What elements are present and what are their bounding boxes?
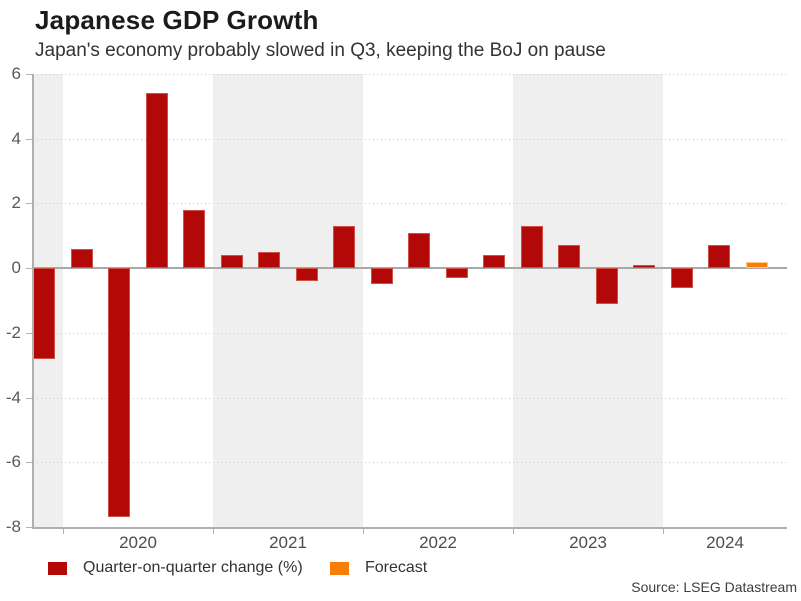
- bar-2023-Q4: [633, 264, 656, 269]
- y-tick-label-2: 2: [11, 193, 21, 213]
- gridline--6: [33, 462, 787, 464]
- chart-subtitle: Japan's economy probably slowed in Q3, k…: [35, 40, 606, 61]
- bar-2022-Q1: [370, 268, 393, 285]
- y-tick-mark-4: [26, 138, 33, 140]
- legend-swatch-forecast: [330, 561, 349, 575]
- y-tick-mark--8: [26, 527, 33, 528]
- year-band-2023: [513, 74, 663, 527]
- bar-2020-Q4: [183, 209, 206, 269]
- bar-2019-Q4: [33, 268, 56, 359]
- y-tick-mark-2: [26, 203, 33, 205]
- legend-label-quarterly-change: Quarter-on-quarter change (%): [83, 559, 303, 576]
- y-tick-mark--6: [26, 462, 33, 464]
- y-tick-label--6: -6: [5, 452, 21, 472]
- x-tick-mark-2022: [363, 528, 364, 534]
- gridline-4: [33, 138, 787, 140]
- x-axis-line: [32, 527, 787, 529]
- legend-item-quarterly-change: Quarter-on-quarter change (%): [48, 559, 303, 576]
- x-tick-mark-2023: [513, 528, 514, 534]
- legend-label-forecast: Forecast: [365, 559, 428, 576]
- gridline--2: [33, 332, 787, 334]
- x-tick-label-2024: 2024: [706, 533, 744, 552]
- bar-2021-Q2: [258, 251, 281, 269]
- y-tick-label--2: -2: [5, 322, 21, 342]
- legend-item-forecast: Forecast: [330, 559, 428, 576]
- y-tick-label-4: 4: [11, 128, 21, 148]
- bar-2021-Q3: [295, 268, 318, 282]
- chart-title: Japanese GDP Growth: [35, 5, 319, 35]
- x-tick-label-2022: 2022: [419, 533, 457, 552]
- x-tick-label-2023: 2023: [569, 533, 607, 552]
- bar-2024-Q1: [670, 268, 693, 288]
- bar-2022-Q2: [408, 232, 431, 269]
- y-tick-label--4: -4: [5, 387, 21, 407]
- y-tick-mark-6: [26, 74, 33, 75]
- y-tick-label--8: -8: [5, 517, 21, 536]
- x-tick-mark-2020: [63, 528, 64, 534]
- zero-line: [33, 267, 787, 270]
- y-tick-label-0: 0: [11, 258, 21, 278]
- x-tick-label-2020: 2020: [119, 533, 157, 552]
- bar-2023-Q3: [595, 268, 618, 304]
- gridline-6: [33, 74, 787, 75]
- y-tick-mark--2: [26, 332, 33, 334]
- bar-2024-Q3: [745, 261, 768, 269]
- source-attribution: Source: LSEG Datastream: [631, 579, 797, 595]
- bar-2022-Q3: [445, 268, 468, 278]
- bar-2020-Q3: [145, 93, 168, 269]
- year-band-2021: [213, 74, 363, 527]
- x-tick-mark-2024: [663, 528, 664, 534]
- y-tick-mark--4: [26, 397, 33, 399]
- y-axis-line: [32, 74, 34, 528]
- plot-area: [33, 74, 787, 527]
- gridline-2: [33, 203, 787, 205]
- y-tick-mark-0: [26, 268, 33, 270]
- legend-swatch-quarterly-change: [48, 561, 67, 575]
- bar-2023-Q1: [520, 226, 543, 269]
- gridline--4: [33, 397, 787, 399]
- bar-2021-Q4: [333, 226, 356, 269]
- x-tick-mark-2021: [213, 528, 214, 534]
- bar-2021-Q1: [220, 255, 243, 269]
- y-tick-label-6: 6: [11, 64, 21, 83]
- bar-2020-Q2: [108, 268, 131, 518]
- bar-2020-Q1: [70, 248, 93, 269]
- bar-2022-Q4: [483, 255, 506, 269]
- bar-2023-Q2: [558, 245, 581, 269]
- bar-2024-Q2: [708, 245, 731, 269]
- x-tick-label-2021: 2021: [269, 533, 307, 552]
